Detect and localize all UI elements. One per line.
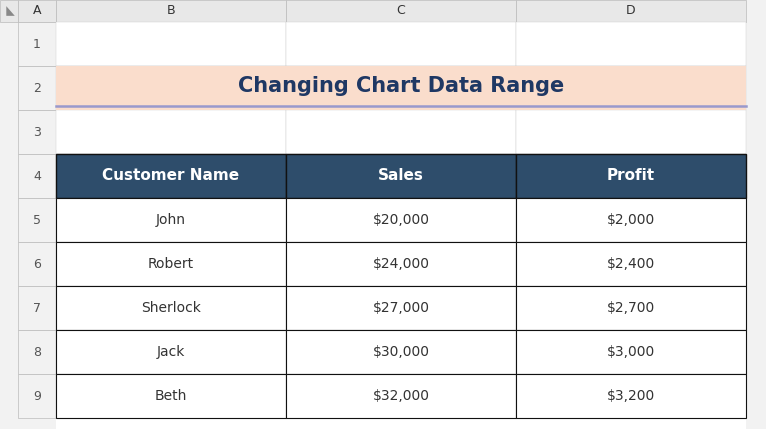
- Bar: [56, 374, 286, 418]
- Text: $24,000: $24,000: [372, 257, 430, 271]
- Bar: [286, 154, 516, 198]
- Bar: [56, 242, 286, 286]
- Bar: [286, 242, 516, 286]
- Text: 8: 8: [33, 345, 41, 359]
- Bar: [286, 0, 516, 22]
- Bar: [56, 198, 286, 242]
- Bar: [286, 286, 516, 330]
- Bar: [56, 286, 286, 330]
- Bar: [516, 0, 746, 22]
- Bar: [18, 286, 56, 330]
- Bar: [56, 198, 286, 242]
- Text: $30,000: $30,000: [372, 345, 430, 359]
- Bar: [516, 22, 746, 66]
- Text: John: John: [156, 213, 186, 227]
- Bar: [56, 242, 286, 286]
- Bar: [516, 198, 746, 242]
- Bar: [286, 330, 516, 374]
- Bar: [516, 330, 746, 374]
- Text: $27,000: $27,000: [372, 301, 430, 315]
- Text: Sales: Sales: [378, 169, 424, 184]
- Text: $32,000: $32,000: [372, 389, 430, 403]
- Bar: [18, 330, 56, 374]
- Text: 5: 5: [33, 214, 41, 227]
- Bar: [56, 374, 286, 418]
- Text: Sherlock: Sherlock: [141, 301, 201, 315]
- Text: D: D: [626, 4, 636, 18]
- Polygon shape: [6, 6, 15, 16]
- Bar: [56, 286, 286, 330]
- Bar: [286, 374, 516, 418]
- Bar: [516, 66, 746, 110]
- Text: $2,400: $2,400: [607, 257, 655, 271]
- Bar: [516, 110, 746, 154]
- Bar: [56, 154, 286, 198]
- Bar: [516, 242, 746, 286]
- Bar: [286, 198, 516, 242]
- Bar: [18, 22, 56, 66]
- Text: Jack: Jack: [157, 345, 185, 359]
- Bar: [18, 242, 56, 286]
- Text: Profit: Profit: [607, 169, 655, 184]
- Bar: [56, 330, 286, 374]
- Bar: [516, 286, 746, 330]
- Bar: [286, 110, 516, 154]
- Bar: [18, 66, 56, 110]
- Bar: [286, 330, 516, 374]
- Bar: [516, 154, 746, 198]
- Text: 7: 7: [33, 302, 41, 314]
- Text: Customer Name: Customer Name: [103, 169, 240, 184]
- Bar: [516, 374, 746, 418]
- Bar: [516, 154, 746, 198]
- Text: 6: 6: [33, 257, 41, 271]
- Text: Changing Chart Data Range: Changing Chart Data Range: [238, 76, 564, 96]
- Text: A: A: [33, 4, 41, 18]
- Bar: [56, 154, 286, 198]
- Bar: [286, 374, 516, 418]
- Bar: [18, 0, 56, 22]
- Text: $2,700: $2,700: [607, 301, 655, 315]
- Text: 4: 4: [33, 169, 41, 182]
- Bar: [18, 374, 56, 418]
- Text: $3,000: $3,000: [607, 345, 655, 359]
- Bar: [56, 66, 746, 110]
- Bar: [516, 374, 746, 418]
- Text: Beth: Beth: [155, 389, 187, 403]
- Bar: [516, 198, 746, 242]
- Bar: [56, 66, 286, 110]
- Bar: [286, 286, 516, 330]
- Bar: [18, 110, 56, 154]
- Bar: [286, 198, 516, 242]
- Bar: [56, 330, 286, 374]
- Bar: [56, 110, 286, 154]
- Text: $20,000: $20,000: [372, 213, 430, 227]
- Bar: [516, 330, 746, 374]
- Text: 3: 3: [33, 126, 41, 139]
- Text: C: C: [397, 4, 405, 18]
- Text: 9: 9: [33, 390, 41, 402]
- Text: $3,200: $3,200: [607, 389, 655, 403]
- Text: Robert: Robert: [148, 257, 194, 271]
- Bar: [18, 154, 56, 198]
- Bar: [286, 154, 516, 198]
- Bar: [0, 0, 18, 22]
- Bar: [56, 0, 286, 22]
- Bar: [516, 286, 746, 330]
- Bar: [286, 242, 516, 286]
- Bar: [56, 22, 286, 66]
- Text: 2: 2: [33, 82, 41, 94]
- Text: $2,000: $2,000: [607, 213, 655, 227]
- Bar: [516, 242, 746, 286]
- Bar: [286, 22, 516, 66]
- Bar: [18, 198, 56, 242]
- Text: B: B: [167, 4, 175, 18]
- Text: 1: 1: [33, 37, 41, 51]
- Bar: [286, 66, 516, 110]
